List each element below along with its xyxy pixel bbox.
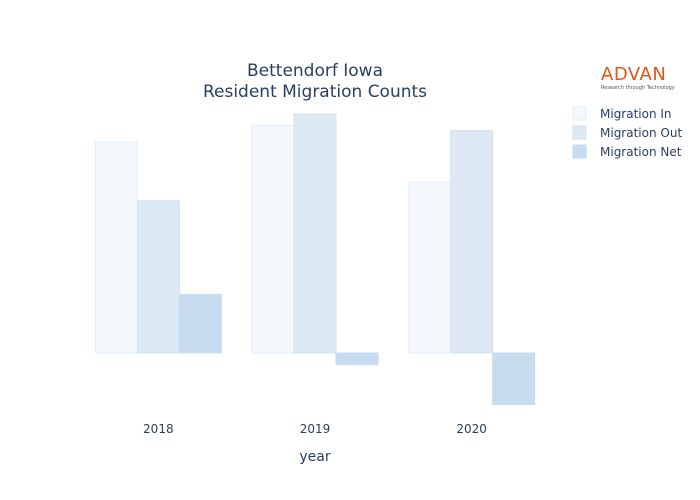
legend-swatch[interactable] <box>572 125 587 140</box>
legend-label[interactable]: Migration In <box>600 107 672 121</box>
legend-label[interactable]: Migration Net <box>600 145 682 159</box>
x-tick-label: 2019 <box>300 422 331 436</box>
advan-logo: ADVAN Research through Technology <box>601 64 675 92</box>
bar-migration-out-2020[interactable] <box>450 129 494 354</box>
bar-migration-in-2018[interactable] <box>94 141 138 354</box>
legend-swatch[interactable] <box>572 106 587 121</box>
bar-migration-net-2019[interactable] <box>335 352 379 366</box>
x-tick-label: 2018 <box>143 422 174 436</box>
chart-title-line-1: Bettendorf Iowa <box>247 61 383 81</box>
chart-title: Bettendorf Iowa Resident Migration Count… <box>203 61 427 102</box>
bar-migration-net-2018[interactable] <box>178 293 222 354</box>
bar-migration-net-2020[interactable] <box>492 352 536 406</box>
bar-migration-out-2018[interactable] <box>136 200 180 354</box>
bar-migration-in-2020[interactable] <box>408 181 452 354</box>
legend: Migration In Migration Out Migration Net <box>572 106 682 159</box>
logo-tagline: Research through Technology <box>601 85 675 91</box>
bar-migration-out-2019[interactable] <box>293 113 337 354</box>
chart-title-line-2: Resident Migration Counts <box>203 82 427 102</box>
legend-label[interactable]: Migration Out <box>600 126 682 140</box>
x-axis-title: year <box>299 449 330 465</box>
x-axis-ticks: 2018 2019 2020 <box>143 422 487 436</box>
bar-migration-in-2019[interactable] <box>251 125 295 354</box>
plot-area <box>94 113 536 406</box>
logo-wordmark: ADVAN <box>601 64 667 85</box>
legend-swatch[interactable] <box>572 144 587 159</box>
x-tick-label: 2020 <box>456 422 487 436</box>
